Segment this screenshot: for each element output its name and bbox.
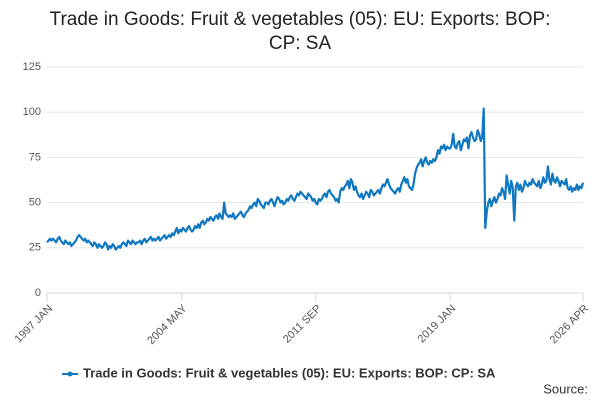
y-tick-label: 50 <box>29 197 41 209</box>
legend-label: Trade in Goods: Fruit & vegetables (05):… <box>83 365 496 380</box>
y-tick-label: 125 <box>23 61 41 73</box>
y-tick-label: 75 <box>29 151 41 163</box>
x-tick-label: 2004 MAY <box>145 302 190 347</box>
chart-title: Trade in Goods: Fruit & vegetables (05):… <box>49 9 551 54</box>
x-tick-label: 2011 SEP <box>281 303 324 346</box>
y-tick-label: 0 <box>35 287 41 299</box>
x-tick-label: 2019 JAN <box>416 303 459 346</box>
y-tick-label: 100 <box>23 106 41 118</box>
series-line <box>46 107 585 251</box>
x-tick-label: 2026 APR <box>548 303 592 347</box>
source-label: Source: <box>543 381 588 396</box>
legend-marker <box>67 371 73 377</box>
y-tick-label: 25 <box>29 242 41 254</box>
x-tick-label: 1997 JAN <box>13 303 56 346</box>
